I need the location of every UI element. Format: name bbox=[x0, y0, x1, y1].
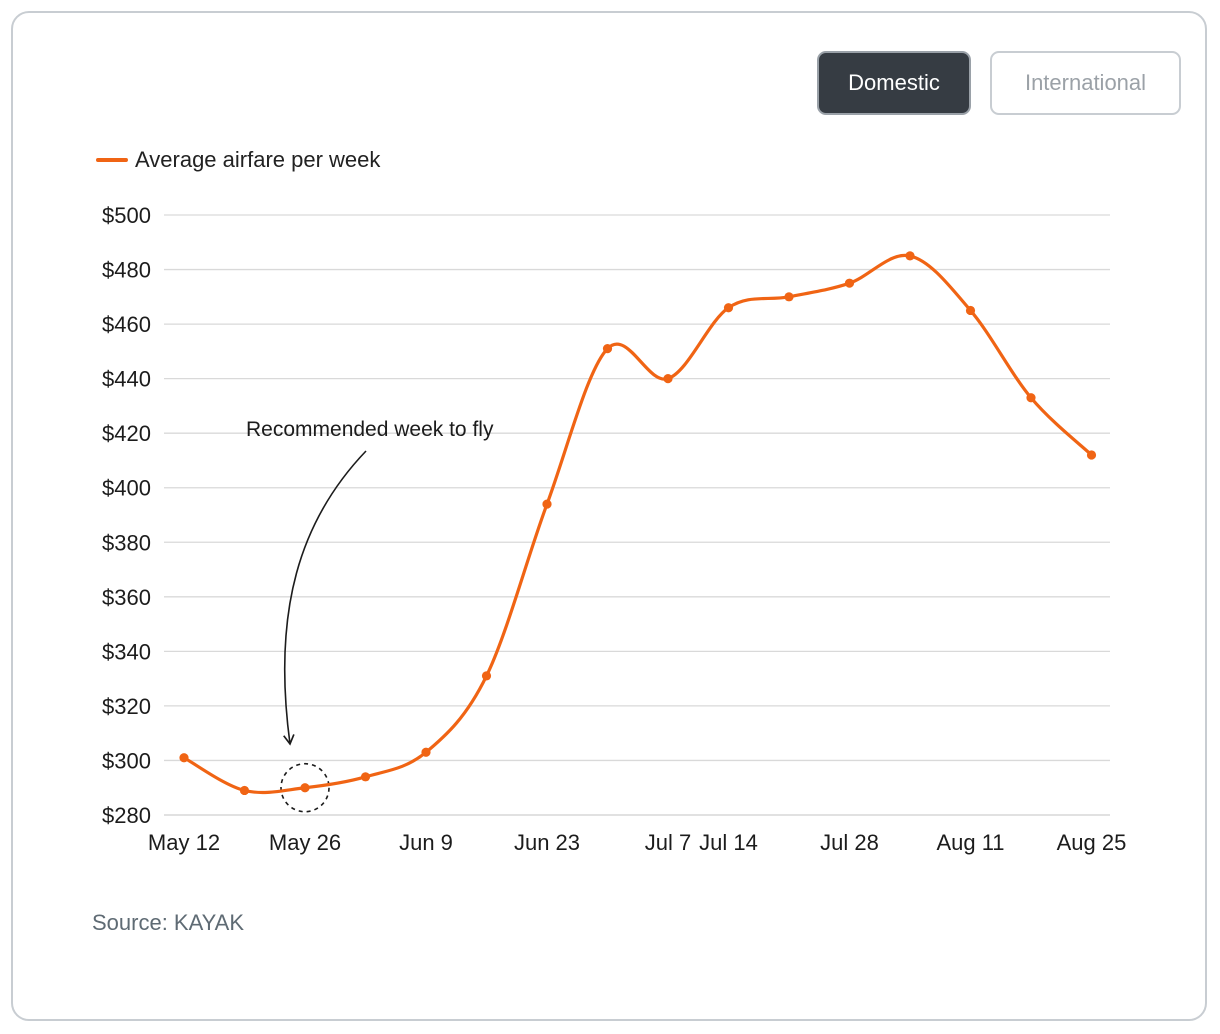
data-point bbox=[360, 772, 371, 782]
data-point bbox=[1026, 393, 1036, 403]
international-tab[interactable]: International bbox=[990, 51, 1181, 115]
y-axis-ticks: $280 $300 $320 $340 $360 $380 $400 $420 $440 $460… bbox=[102, 203, 151, 828]
data-point bbox=[239, 785, 250, 796]
data-point bbox=[905, 251, 915, 261]
data-point bbox=[481, 671, 492, 681]
source-note: Source: KAYAK bbox=[92, 910, 245, 935]
data-point bbox=[965, 305, 976, 316]
y-tick-label: $400 bbox=[102, 476, 151, 501]
x-tick-label: Jul 28 bbox=[820, 830, 879, 855]
data-point bbox=[542, 499, 552, 509]
data-point bbox=[784, 292, 794, 302]
y-tick-label: $360 bbox=[102, 585, 151, 610]
x-tick-label: May 26 bbox=[269, 830, 341, 855]
x-tick-label: Jun 9 bbox=[399, 830, 453, 855]
y-tick-label: $280 bbox=[102, 803, 151, 828]
data-point bbox=[421, 747, 431, 757]
x-axis-ticks: May 12 May 26 Jun 9 Jun 23 Jul 7 Jul 14 Jul 28… bbox=[148, 830, 1126, 855]
x-tick-label: Jul 14 bbox=[699, 830, 758, 855]
y-tick-label: $380 bbox=[102, 530, 151, 555]
data-point bbox=[1086, 450, 1097, 460]
data-point bbox=[844, 278, 855, 288]
data-point bbox=[602, 344, 613, 354]
x-tick-label: Aug 25 bbox=[1057, 830, 1127, 855]
chart-legend: Average airfare per week bbox=[96, 146, 380, 174]
domestic-tab[interactable]: Domestic bbox=[817, 51, 971, 115]
data-point bbox=[300, 783, 310, 793]
x-tick-label: Aug 11 bbox=[936, 830, 1004, 855]
legend-label: Average airfare per week bbox=[135, 147, 381, 172]
gridlines bbox=[164, 214, 1110, 816]
y-tick-label: $460 bbox=[102, 312, 151, 337]
annotation-arrow bbox=[283, 450, 367, 746]
series-line-average-airfare bbox=[182, 253, 1094, 795]
legend-swatch bbox=[96, 158, 128, 162]
annotation-label: Recommended week to fly bbox=[246, 418, 494, 441]
chart-card bbox=[11, 11, 1207, 1021]
y-tick-label: $320 bbox=[102, 694, 151, 719]
y-tick-label: $340 bbox=[102, 639, 151, 664]
data-point bbox=[179, 753, 189, 763]
y-tick-label: $480 bbox=[102, 258, 151, 283]
x-tick-label: May 12 bbox=[148, 830, 220, 855]
y-tick-label: $420 bbox=[102, 421, 151, 446]
y-tick-label: $440 bbox=[102, 367, 151, 392]
data-point bbox=[663, 374, 673, 384]
y-tick-label: $500 bbox=[102, 203, 151, 228]
data-points bbox=[179, 251, 1097, 796]
annotation-circle bbox=[280, 762, 330, 813]
x-tick-label: Jun 23 bbox=[514, 830, 580, 855]
data-point bbox=[723, 303, 734, 313]
y-tick-label: $300 bbox=[102, 748, 151, 773]
x-tick-label: Jul 7 bbox=[645, 830, 691, 855]
